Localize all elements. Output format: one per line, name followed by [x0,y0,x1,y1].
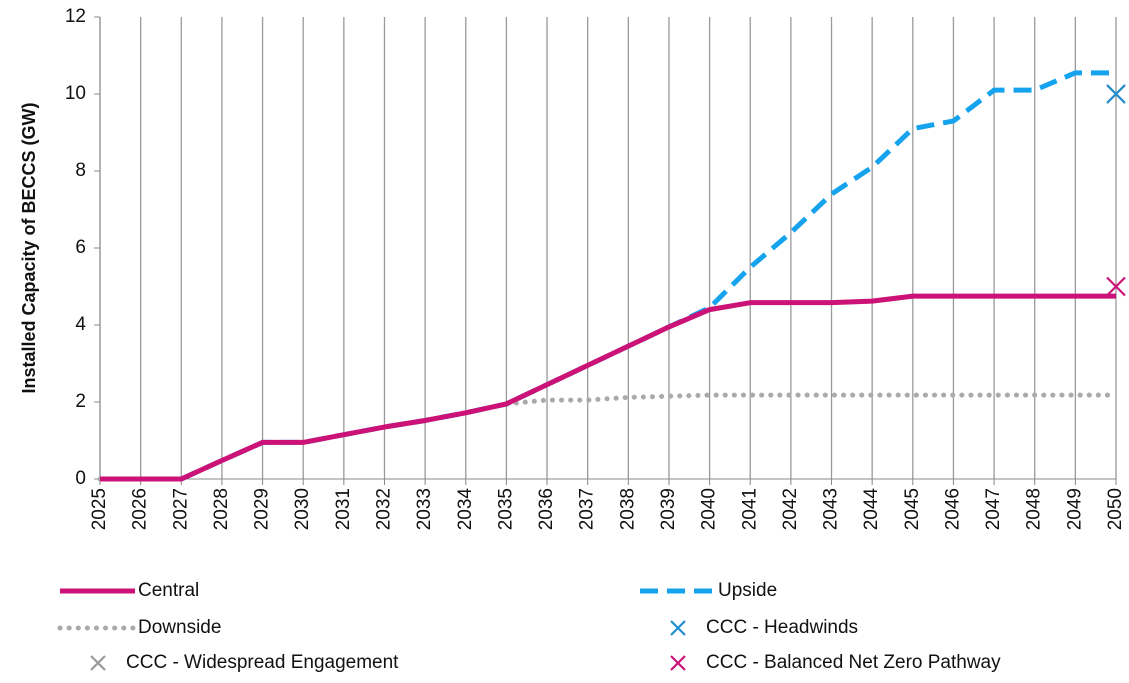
marker [1106,276,1126,297]
x-tick-label: 2029 [252,488,273,530]
legend-label: CCC - Widespread Engagement [126,652,399,673]
x-tick-label: 2048 [1024,488,1045,530]
series-line [97,392,1119,482]
y-tick-label: 6 [75,237,86,258]
legend-label: Downside [138,617,221,638]
x-tick-label: 2027 [170,488,191,530]
series-line [100,70,1116,482]
legend-marker [670,620,686,636]
x-tick-label: 2025 [89,488,110,530]
legend-label: Upside [718,580,777,601]
x-tick-label: 2039 [658,488,679,530]
x-tick-label: 2041 [739,488,760,530]
x-tick-label: 2037 [577,488,598,530]
x-tick-label: 2038 [617,488,638,530]
y-tick-label: 4 [75,314,86,335]
y-tick-label: 12 [65,6,86,27]
marker [1106,84,1126,104]
legend-label: CCC - Balanced Net Zero Pathway [706,652,1001,673]
legend-marker [670,655,686,671]
x-tick-label: 2044 [861,488,882,531]
legend-label: CCC - Headwinds [706,617,858,638]
y-tick-label: 0 [75,468,86,489]
x-tick-label: 2032 [373,488,394,530]
y-tick-label: 10 [65,83,86,104]
x-tick-label: 2035 [495,488,516,530]
x-tick-label: 2042 [780,488,801,530]
y-tick-label: 2 [75,391,86,412]
x-tick-label: 2036 [536,488,557,530]
x-tick-label: 2028 [211,488,232,530]
x-tick-label: 2050 [1105,488,1126,530]
x-tick-label: 2043 [821,488,842,530]
x-tick-label: 2040 [699,488,720,530]
y-axis-label: Installed Capacity of BECCS (GW) [19,102,39,393]
y-tick-label: 8 [75,160,86,181]
x-tick-label: 2049 [1064,488,1085,530]
x-tick-label: 2045 [902,488,923,530]
x-tick-label: 2030 [292,488,313,530]
x-tick-label: 2031 [333,488,354,530]
x-tick-label: 2034 [455,488,476,531]
x-tick-label: 2046 [942,488,963,530]
x-tick-label: 2026 [130,488,151,530]
x-tick-label: 2047 [983,488,1004,530]
legend-marker [90,655,106,671]
series-line [100,293,1116,482]
x-tick-label: 2033 [414,488,435,530]
legend-label: Central [138,580,199,601]
